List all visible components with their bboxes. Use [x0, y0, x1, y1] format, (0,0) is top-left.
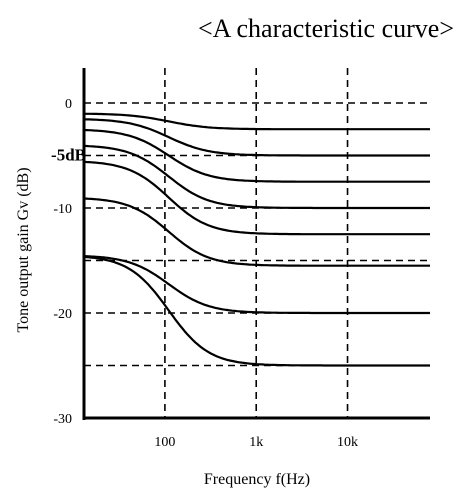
x-axis-label: Frequency f(Hz) [204, 471, 310, 488]
y-tick-label: -20 [53, 307, 72, 322]
y-tick-label: -10 [53, 202, 72, 217]
series-line [83, 128, 430, 183]
series-line [83, 160, 430, 236]
series-line [83, 255, 430, 367]
y-axis-label: Tone output gain Gv (dB) [15, 167, 32, 332]
series-line [83, 144, 430, 210]
y-tick-label: -30 [53, 412, 72, 427]
axis-layer [82, 68, 430, 420]
series-line [83, 112, 430, 131]
series-line [83, 255, 430, 315]
y-tick-label: -5dB [51, 146, 86, 165]
x-tick-label: 10k [337, 435, 358, 450]
series-line [83, 197, 430, 267]
series-line [83, 118, 430, 157]
label-layer: 0 -5dB -10 -20 -30 100 1k 10k Frequency f(Hz) Ton… [15, 97, 358, 488]
x-tick-label: 100 [154, 435, 175, 450]
y-tick-label: 0 [65, 97, 72, 112]
chart-title: <A characteristic curve> [198, 14, 454, 43]
series-layer [83, 112, 430, 367]
x-tick-label: 1k [249, 435, 263, 450]
